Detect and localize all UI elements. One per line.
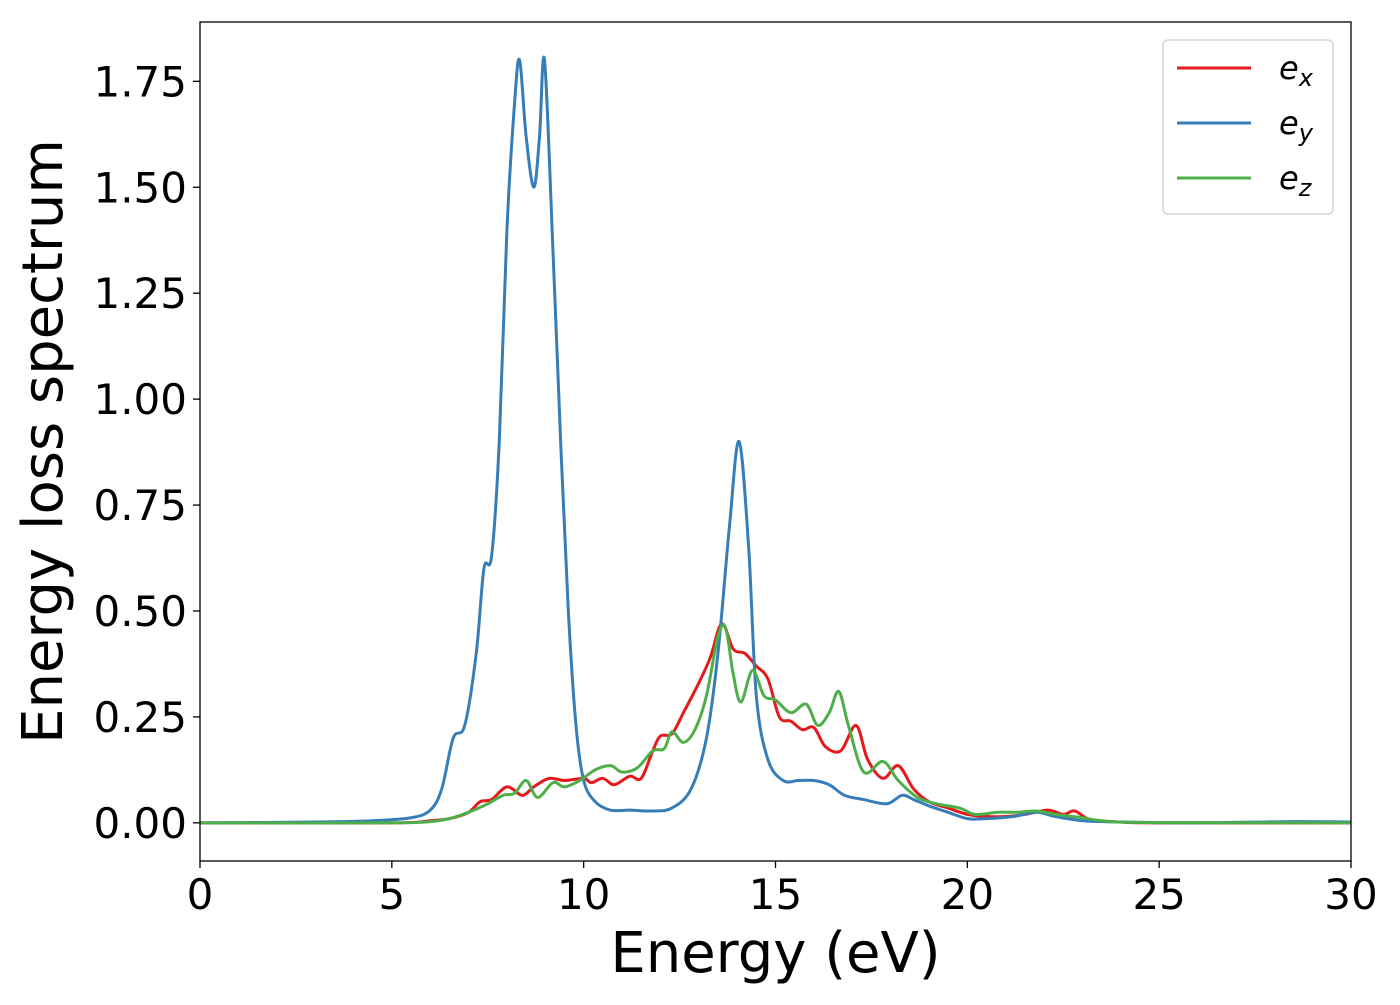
y-axis-label: Energy loss spectrum [11, 139, 76, 744]
x-tick-label: 0 [187, 870, 214, 919]
legend-box [1162, 39, 1334, 215]
plot-area [200, 55, 1351, 825]
x-tick-label: 30 [1324, 870, 1377, 919]
y-tick-label: 1.50 [93, 163, 187, 212]
x-tick-label: 20 [941, 870, 994, 919]
axes: 0 5 10 15 20 25 30 0.00 0.25 0.50 0.75 1.00 1.25 1.50… [93, 21, 1378, 919]
x-axis-label: Energy (eV) [610, 921, 940, 986]
y-tick-label: 0.00 [93, 799, 187, 848]
x-tick-label: 25 [1132, 870, 1185, 919]
legend-label-z: ez [1279, 159, 1313, 202]
series-line-y [200, 55, 1351, 825]
y-tick-label: 0.75 [93, 481, 187, 530]
legend-label-y: ey [1279, 104, 1314, 147]
y-tick-label: 1.00 [93, 375, 187, 424]
x-tick-label: 15 [749, 870, 802, 919]
y-tick-label: 1.75 [93, 57, 187, 106]
y-tick-label: 0.50 [93, 587, 187, 636]
legend: ex ey ez [1162, 39, 1334, 215]
series-line-z [200, 623, 1351, 825]
y-tick-label: 1.25 [93, 269, 187, 318]
y-tick-label: 0.25 [93, 693, 187, 742]
series-line-x [200, 622, 1351, 825]
x-tick-label: 10 [557, 870, 610, 919]
x-tick-label: 5 [378, 870, 405, 919]
legend-label-x: ex [1279, 49, 1314, 92]
